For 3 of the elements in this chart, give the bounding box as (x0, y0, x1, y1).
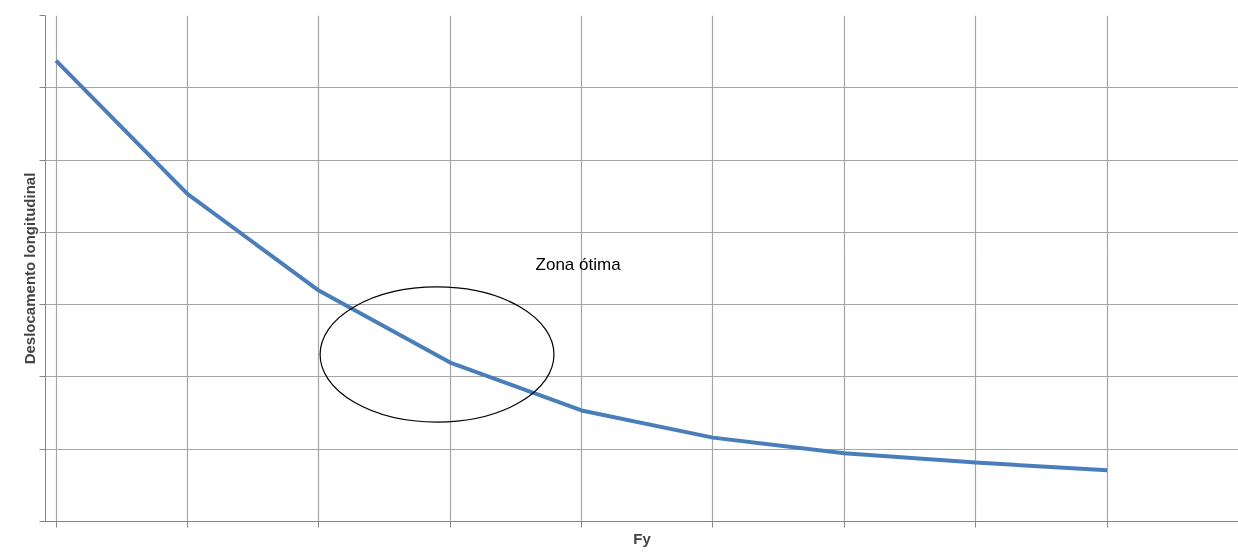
annotation: Zona ótima (535, 254, 622, 274)
x-axis-title: Fy (633, 529, 652, 547)
y-axis-title: Deslocamento longitudinal (20, 172, 38, 365)
